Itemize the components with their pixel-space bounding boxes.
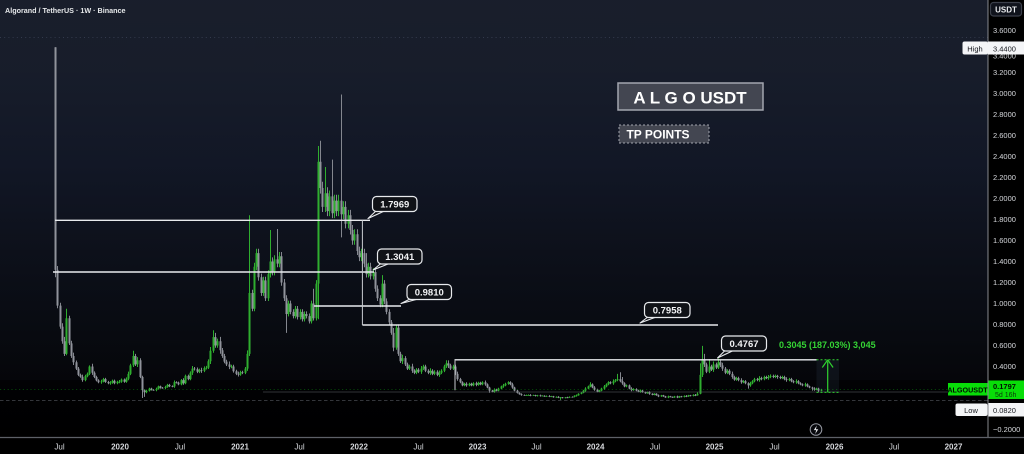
svg-text:0.4000: 0.4000 — [993, 362, 1016, 371]
svg-text:Jul: Jul — [531, 443, 541, 452]
svg-text:3.2000: 3.2000 — [993, 68, 1016, 77]
svg-text:Jul: Jul — [769, 443, 779, 452]
svg-text:2026: 2026 — [826, 443, 844, 452]
svg-text:2024: 2024 — [587, 443, 605, 452]
svg-text:2027: 2027 — [945, 443, 963, 452]
svg-text:3.6000: 3.6000 — [993, 26, 1016, 35]
svg-text:0.0820: 0.0820 — [993, 406, 1016, 415]
svg-text:1.6000: 1.6000 — [993, 236, 1016, 245]
svg-text:5d 16h: 5d 16h — [995, 392, 1017, 399]
svg-text:Jul: Jul — [175, 443, 185, 452]
svg-text:3.0000: 3.0000 — [993, 89, 1016, 98]
svg-text:TP POINTS: TP POINTS — [626, 128, 689, 142]
svg-text:1.3041: 1.3041 — [385, 252, 415, 263]
svg-text:0.6000: 0.6000 — [993, 341, 1016, 350]
svg-text:1.8000: 1.8000 — [993, 215, 1016, 224]
svg-text:A L G O USDT: A L G O USDT — [633, 89, 747, 108]
svg-text:0.8000: 0.8000 — [993, 320, 1016, 329]
svg-text:2.8000: 2.8000 — [993, 110, 1016, 119]
svg-text:2.6000: 2.6000 — [993, 131, 1016, 140]
svg-text:1.4000: 1.4000 — [993, 257, 1016, 266]
svg-text:Jul: Jul — [413, 443, 423, 452]
svg-text:2025: 2025 — [706, 443, 724, 452]
svg-text:1.0000: 1.0000 — [993, 299, 1016, 308]
svg-text:2021: 2021 — [231, 443, 249, 452]
svg-text:1.2000: 1.2000 — [993, 278, 1016, 287]
svg-text:ALGOUSDT: ALGOUSDT — [947, 385, 988, 394]
svg-text:2.4000: 2.4000 — [993, 152, 1016, 161]
svg-text:2020: 2020 — [111, 443, 129, 452]
svg-text:−0.2000: −0.2000 — [993, 425, 1020, 434]
svg-text:Jul: Jul — [889, 443, 899, 452]
svg-text:2023: 2023 — [469, 443, 487, 452]
svg-text:0.3045 (187.03%) 3,045: 0.3045 (187.03%) 3,045 — [779, 340, 876, 350]
svg-text:High: High — [967, 44, 982, 53]
svg-text:2.0000: 2.0000 — [993, 194, 1016, 203]
svg-text:3.4400: 3.4400 — [993, 45, 1016, 54]
svg-text:2.2000: 2.2000 — [993, 173, 1016, 182]
svg-text:3.4000: 3.4000 — [993, 52, 1016, 61]
svg-text:2022: 2022 — [350, 443, 368, 452]
svg-text:1.7969: 1.7969 — [380, 199, 409, 210]
svg-text:Jul: Jul — [54, 443, 64, 452]
svg-text:Jul: Jul — [650, 443, 660, 452]
svg-text:0.4767: 0.4767 — [729, 339, 758, 350]
svg-text:Algorand / TetherUS · 1W · Bin: Algorand / TetherUS · 1W · Binance — [5, 6, 125, 15]
svg-text:Jul: Jul — [294, 443, 304, 452]
svg-text:Low: Low — [964, 406, 978, 415]
svg-text:0.7958: 0.7958 — [653, 305, 682, 316]
svg-text:0.1797: 0.1797 — [993, 382, 1016, 391]
svg-text:0.9810: 0.9810 — [415, 287, 444, 298]
svg-text:USDT: USDT — [995, 6, 1017, 15]
